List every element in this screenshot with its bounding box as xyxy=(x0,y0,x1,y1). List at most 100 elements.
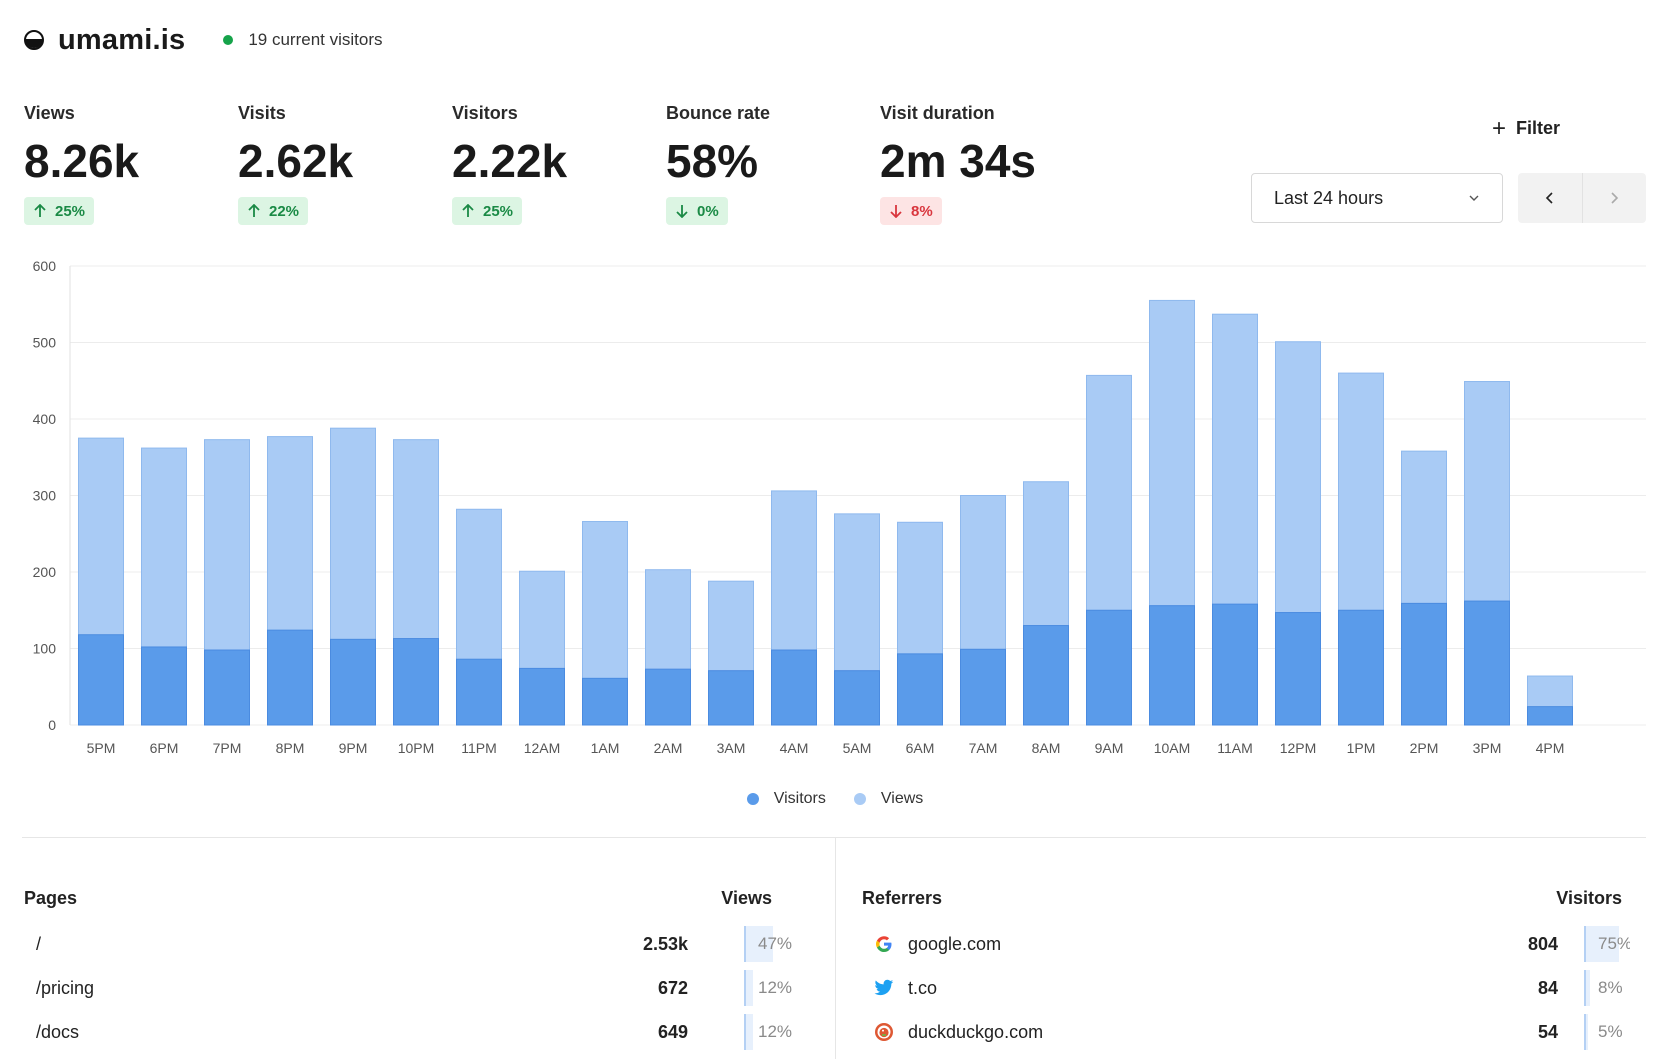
referrer-cell[interactable]: google.com xyxy=(862,934,1001,955)
panel-divider xyxy=(835,838,836,1059)
metric-value: 58% xyxy=(666,135,759,187)
referrer-percent: 75% xyxy=(1584,926,1630,962)
bar-visitors xyxy=(645,668,691,726)
metric-change: 22% xyxy=(238,197,309,225)
date-range-select[interactable]: Last 24 hours xyxy=(1251,173,1503,223)
metric-change: 25% xyxy=(24,197,95,225)
referrer-cell[interactable]: t.co xyxy=(862,978,937,999)
bar-visitors xyxy=(78,634,124,726)
section-divider xyxy=(22,837,1646,838)
bar-visitors xyxy=(267,629,313,726)
metric-change-value: 22% xyxy=(269,202,300,220)
x-tick-label: 5AM xyxy=(843,740,872,756)
y-tick-label: 200 xyxy=(33,564,57,580)
percent-label: 47% xyxy=(758,934,793,953)
umami-logo-icon xyxy=(24,30,44,50)
x-tick-label: 7AM xyxy=(969,740,998,756)
table-row[interactable]: /docs 649 12% xyxy=(24,1010,792,1054)
page-percent: 47% xyxy=(744,926,804,962)
referrer-cell[interactable]: duckduckgo.com xyxy=(862,1022,1043,1043)
x-tick-label: 2AM xyxy=(654,740,683,756)
metric-change: 0% xyxy=(666,197,728,225)
arrow-down-icon xyxy=(890,205,902,218)
referrers-panel: Referrers Visitors google.com 804 75% xyxy=(862,888,1630,1054)
metric-visitors: Visitors 2.22k 25% xyxy=(452,103,652,225)
x-tick-label: 10AM xyxy=(1154,740,1191,756)
y-tick-label: 600 xyxy=(33,258,57,274)
table-row[interactable]: t.co 84 8% xyxy=(862,966,1623,1010)
x-tick-label: 8AM xyxy=(1032,740,1061,756)
pages-header: Pages Views xyxy=(24,888,784,914)
bar-visitors xyxy=(1464,600,1510,726)
live-dot-icon xyxy=(223,35,234,45)
bar-visitors xyxy=(456,658,502,726)
chevron-left-icon xyxy=(1545,192,1553,204)
metric-label: Bounce rate xyxy=(666,103,771,123)
arrow-up-icon xyxy=(248,204,260,217)
x-tick-label: 7PM xyxy=(213,740,242,756)
arrow-up-icon xyxy=(34,204,46,217)
y-tick-label: 0 xyxy=(48,717,56,733)
x-tick-label: 10PM xyxy=(398,740,435,756)
referrers-header: Referrers Visitors xyxy=(862,888,1622,914)
metric-change-value: 25% xyxy=(55,202,86,220)
y-tick-label: 500 xyxy=(33,335,57,351)
page-path[interactable]: / xyxy=(36,933,42,954)
page-views: 2.53k xyxy=(642,933,688,954)
metric-value: 2.62k xyxy=(238,135,354,187)
bar-visitors xyxy=(141,646,187,726)
next-period-button[interactable] xyxy=(1581,173,1647,223)
legend-item-views[interactable]: Views xyxy=(853,790,924,808)
table-row[interactable]: / 2.53k 47% xyxy=(24,922,792,966)
percent-bar xyxy=(1586,970,1590,1006)
x-tick-label: 6PM xyxy=(150,740,179,756)
metric-label: Visits xyxy=(238,103,286,123)
bar-visitors xyxy=(1401,602,1447,726)
referrers-title: Referrers xyxy=(862,888,943,908)
percent-bar xyxy=(1586,926,1619,962)
bar-visitors xyxy=(1212,603,1258,726)
y-tick-label: 100 xyxy=(33,641,57,657)
percent-bar xyxy=(746,1014,753,1050)
x-tick-label: 5PM xyxy=(87,740,116,756)
table-row[interactable]: google.com 804 75% xyxy=(862,922,1630,966)
metric-change-value: 8% xyxy=(911,202,933,220)
page-path[interactable]: /docs xyxy=(36,1021,80,1042)
pages-metric-label: Views xyxy=(721,888,772,908)
previous-period-button[interactable] xyxy=(1518,173,1582,223)
current-visitors[interactable]: 19 current visitors xyxy=(223,30,383,50)
bar-visitors xyxy=(582,677,628,726)
legend-label: Views xyxy=(880,790,924,807)
legend-item-visitors[interactable]: Visitors xyxy=(746,790,826,808)
page-percent: 12% xyxy=(744,1014,804,1050)
page-percent: 12% xyxy=(744,970,804,1006)
brand-name[interactable]: umami.is xyxy=(58,23,186,56)
table-row[interactable]: /pricing 672 12% xyxy=(24,966,792,1010)
x-tick-label: 12AM xyxy=(524,740,561,756)
x-tick-label: 12PM xyxy=(1280,740,1317,756)
bar-visitors xyxy=(1275,612,1321,726)
referrer-domain: duckduckgo.com xyxy=(908,1021,1044,1042)
bar-visitors xyxy=(1527,706,1573,726)
bar-visitors xyxy=(834,670,880,726)
duckduckgo-icon xyxy=(874,1022,894,1042)
metric-label: Visit duration xyxy=(880,103,995,123)
legend-label: Visitors xyxy=(773,790,826,807)
date-navigation xyxy=(1518,173,1646,223)
pages-panel: Pages Views / 2.53k 47% /pricing 672 12%… xyxy=(24,888,792,1054)
bar-visitors xyxy=(1338,609,1384,726)
header: umami.is 19 current visitors xyxy=(24,22,383,58)
visitors-views-chart: 0 100 200 300 400 500 600 5PM 6PM 7PM 8PM 9PM 10PM 11… xyxy=(33,258,1646,756)
percent-bar xyxy=(746,970,753,1006)
referrers-metric-label: Visitors xyxy=(1556,888,1622,908)
referrer-visitors: 804 xyxy=(1527,933,1558,954)
chevron-right-icon xyxy=(1611,192,1619,204)
page-path[interactable]: /pricing xyxy=(36,977,95,998)
table-row[interactable]: duckduckgo.com 54 5% xyxy=(862,1010,1623,1054)
x-tick-label: 1PM xyxy=(1347,740,1376,756)
y-tick-label: 300 xyxy=(33,488,57,504)
filter-button[interactable]: + Filter xyxy=(1492,116,1560,140)
percent-label: 5% xyxy=(1598,1022,1623,1041)
x-tick-label: 9AM xyxy=(1095,740,1124,756)
chevron-down-icon xyxy=(1469,195,1479,201)
